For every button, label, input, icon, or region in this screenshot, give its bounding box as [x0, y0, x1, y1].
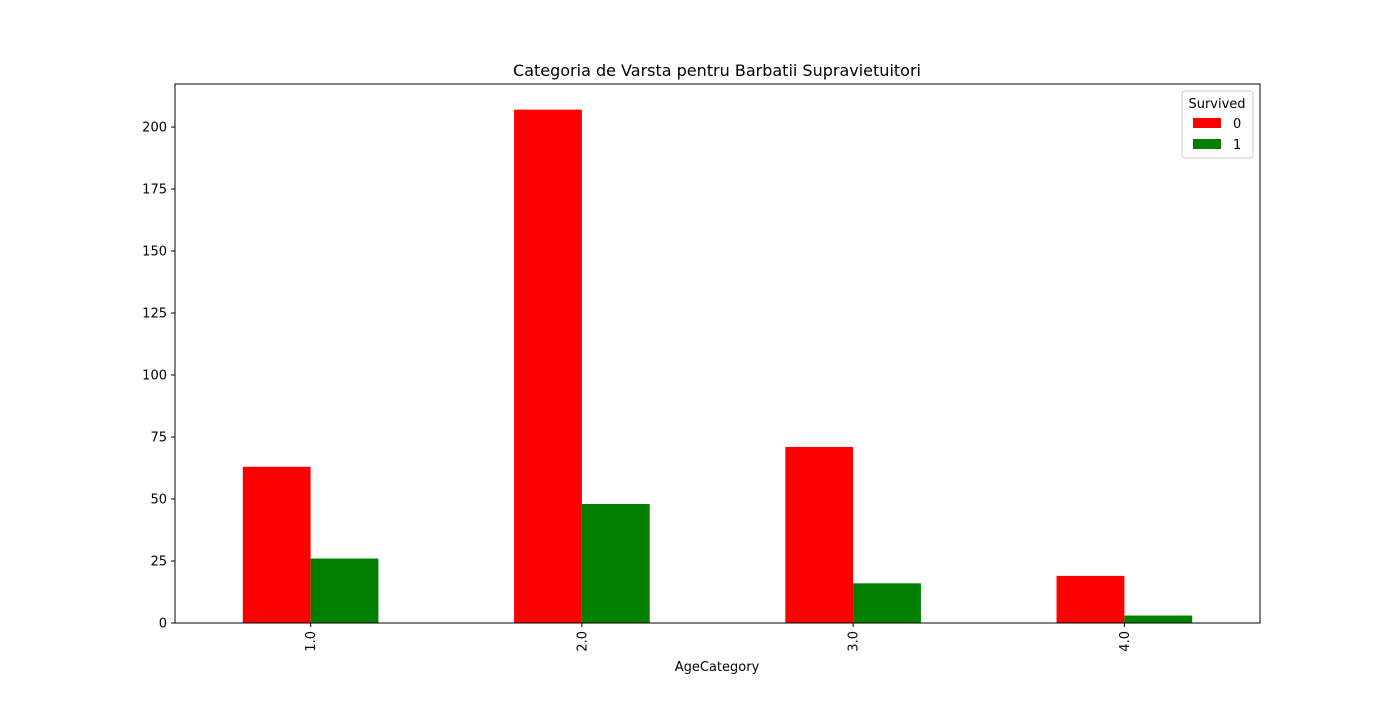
x-tick-label: 4.0 [1118, 631, 1133, 652]
legend-swatch-0 [1193, 118, 1221, 128]
bars-group [242, 109, 1193, 624]
bar-1.0-series-1 [310, 558, 379, 623]
plot-frame [174, 83, 1261, 624]
bar-4.0-series-1 [1124, 615, 1193, 623]
y-tick-label: 125 [142, 307, 167, 322]
x-tick-label: 3.0 [847, 631, 862, 652]
x-axis: 1.0 2.0 3.0 4.0 [304, 623, 1133, 652]
legend-entries: 01 [1193, 117, 1241, 153]
bar-3.0-series-1 [853, 583, 921, 623]
chart-title: Categoria de Varsta pentru Barbatii Supr… [513, 61, 921, 80]
x-tick-label: 1.0 [304, 631, 319, 652]
y-tick-label: 100 [142, 369, 167, 384]
y-tick-label: 50 [150, 493, 167, 508]
legend: Survived 01 [1181, 90, 1254, 159]
y-tick-label: 200 [142, 121, 167, 136]
x-tick-label: 2.0 [575, 631, 590, 652]
bar-4.0-series-0 [1056, 575, 1125, 623]
bar-3.0-series-0 [785, 446, 854, 623]
legend-label-1: 1 [1233, 138, 1241, 153]
y-tick-label: 175 [142, 183, 167, 198]
y-axis: 0 25 50 75 100 125 150 175 200 [142, 121, 175, 632]
legend-title: Survived [1188, 97, 1245, 112]
y-tick-label: 25 [150, 555, 167, 570]
bar-1.0-series-0 [242, 466, 311, 623]
y-tick-label: 75 [150, 431, 167, 446]
x-axis-label: AgeCategory [675, 660, 760, 675]
legend-swatch-1 [1193, 139, 1221, 149]
y-tick-label: 0 [159, 617, 167, 632]
legend-label-0: 0 [1233, 117, 1241, 132]
bar-2.0-series-0 [514, 109, 582, 624]
y-tick-label: 150 [142, 245, 167, 260]
bar-2.0-series-1 [581, 503, 650, 623]
